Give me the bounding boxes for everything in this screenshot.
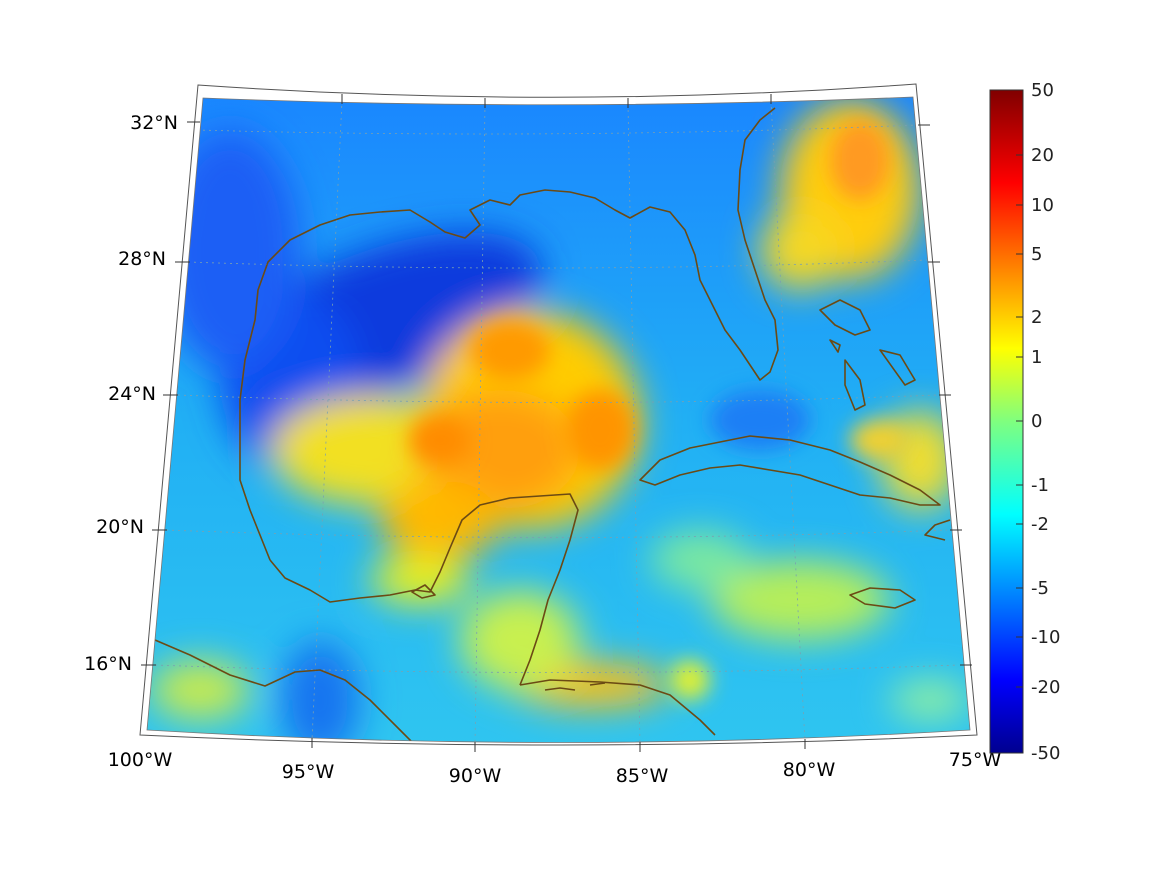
map-inner-frame <box>146 96 971 743</box>
pacific-coastline <box>154 639 421 743</box>
longitude-labels: 100°W 95°W 90°W 85°W 80°W 75°W <box>108 749 1002 787</box>
lon-label-90w: 90°W <box>449 765 502 787</box>
colorbar-label-2: 2 <box>1031 307 1042 328</box>
cuba-coastline <box>639 435 941 506</box>
lon-label-95w: 95°W <box>282 761 335 783</box>
colorbar-label-neg1: -1 <box>1031 475 1049 496</box>
central-america-coastline <box>519 679 716 736</box>
lat-label-20n: 20°N <box>96 516 144 538</box>
colorbar-label-50: 50 <box>1031 80 1054 101</box>
colorbar: 50 20 10 5 2 1 0 -1 -2 -5 -10 -20 -50 <box>989 80 1060 764</box>
colorbar-label-neg10: -10 <box>1031 627 1060 648</box>
gulf-coastline <box>239 107 779 561</box>
colorbar-label-1: 1 <box>1031 347 1042 368</box>
colorbar-label-neg50: -50 <box>1031 743 1060 764</box>
latitude-labels: 32°N 28°N 24°N 20°N 16°N <box>84 112 178 675</box>
bahamas-coastline <box>819 299 916 411</box>
map-field <box>147 97 970 743</box>
lat-label-32n: 32°N <box>130 112 178 134</box>
lon-label-85w: 85°W <box>616 765 669 787</box>
mexico-coastline <box>269 493 579 686</box>
lat-label-24n: 24°N <box>108 383 156 405</box>
lon-label-100w: 100°W <box>108 749 173 771</box>
colorbar-ticks <box>1016 154 1023 688</box>
colorbar-label-20: 20 <box>1031 145 1054 166</box>
colorbar-label-neg2: -2 <box>1031 514 1049 535</box>
field-details <box>410 120 910 700</box>
coastlines <box>154 107 951 743</box>
bay-islands-coastline <box>544 682 606 691</box>
colorbar-label-neg5: -5 <box>1031 578 1049 599</box>
colorbar-label-neg20: -20 <box>1031 677 1060 698</box>
colorbar-label-0: 0 <box>1031 411 1042 432</box>
lon-label-80w: 80°W <box>783 759 836 781</box>
lat-label-16n: 16°N <box>84 653 132 675</box>
colorbar-label-10: 10 <box>1031 195 1054 216</box>
colorbar-label-5: 5 <box>1031 244 1042 265</box>
map-ticks <box>141 94 972 752</box>
map-frame <box>139 83 978 746</box>
terminos-coastline <box>411 584 436 599</box>
jamaica-coastline <box>849 587 916 609</box>
graticule <box>154 99 959 743</box>
hispaniola-coastline <box>924 519 951 541</box>
lon-label-75w: 75°W <box>949 749 1002 771</box>
lat-label-28n: 28°N <box>118 248 166 270</box>
